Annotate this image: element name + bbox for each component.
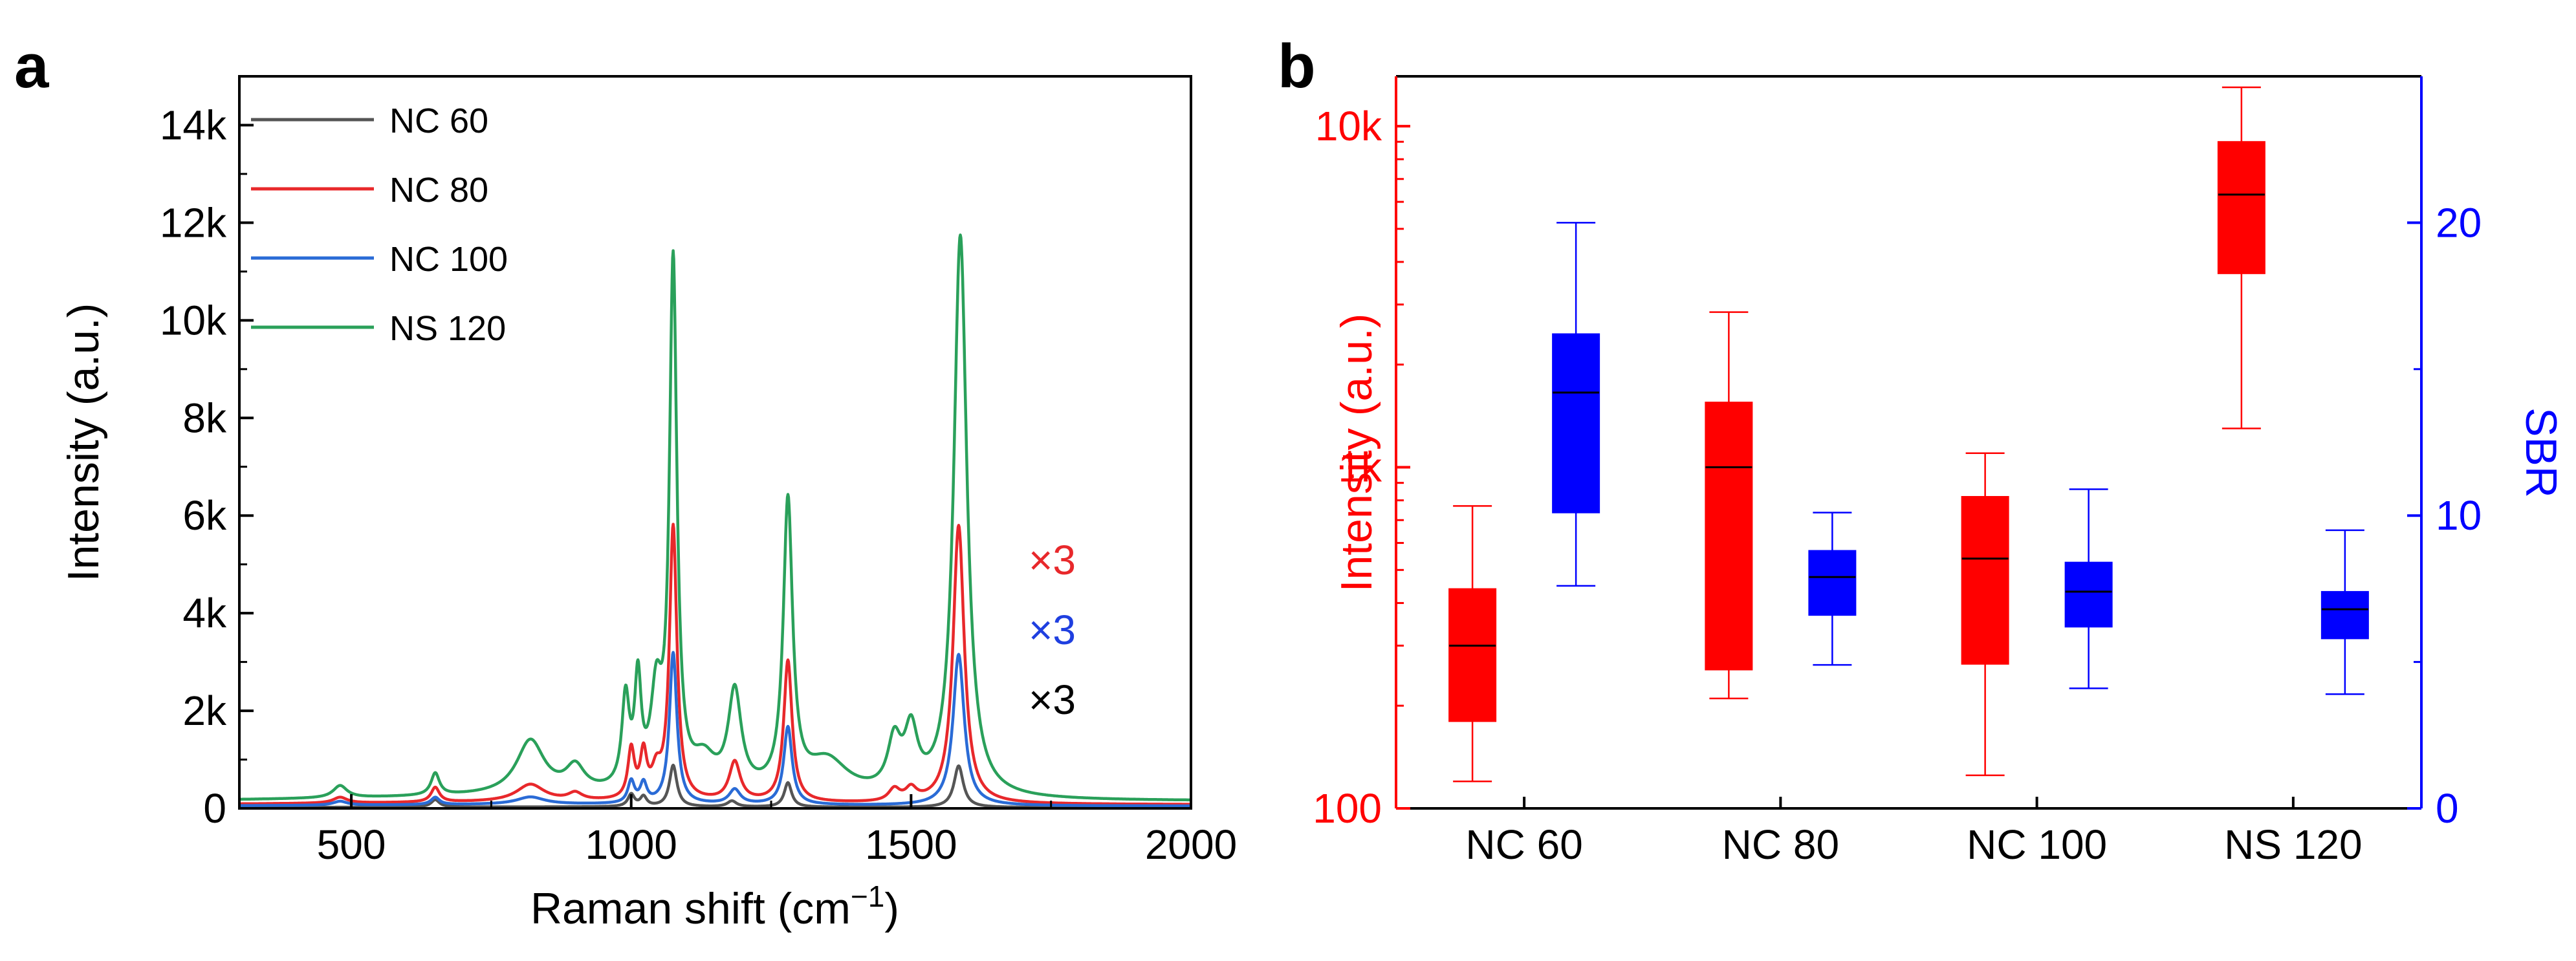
series-line-3 bbox=[238, 233, 1192, 802]
panel-label-b: b bbox=[1278, 32, 1316, 101]
category-label: NC 80 bbox=[1722, 821, 1839, 868]
scale-factor-label: ×3 bbox=[1029, 537, 1076, 583]
sbr-box-1 bbox=[1808, 512, 1857, 666]
left-tick-label: 1k bbox=[1338, 444, 1382, 491]
x-tick-label: 1000 bbox=[585, 821, 677, 868]
box-iqr bbox=[2217, 141, 2265, 274]
category-label: NC 100 bbox=[1967, 821, 2107, 868]
box-iqr bbox=[1808, 550, 1857, 616]
x-tick-label: 500 bbox=[317, 821, 386, 868]
scale-annotations: ×3 ×3 ×3 bbox=[1029, 537, 1076, 723]
raman-spectra-chart: 500 1000 1500 2000 0 2k 4k 6k 8k 10k 12k 14k Raman … bbox=[59, 75, 1237, 933]
y-tick-label: 8k bbox=[182, 394, 227, 441]
y-tick-label: 2k bbox=[182, 687, 227, 734]
panel-label-a: a bbox=[14, 32, 49, 101]
box-iqr bbox=[1448, 588, 1497, 722]
y-tick-label: 12k bbox=[160, 199, 227, 246]
intensity-box-2 bbox=[1961, 452, 2009, 777]
right-tick-label: 20 bbox=[2436, 199, 2482, 246]
box-iqr bbox=[1705, 402, 1753, 671]
axis-ticks-a: 500 1000 1500 2000 0 2k 4k 6k 8k 10k 12k 14k bbox=[160, 102, 1237, 868]
y-tick-label: 0 bbox=[203, 785, 226, 832]
axis-ticks-b: 100 1k 10k 0 10 20 NC 60 NC 80 NC 100 NS 120 bbox=[1313, 103, 2482, 868]
y-tick-label: 6k bbox=[182, 492, 227, 539]
box-iqr bbox=[2064, 561, 2113, 628]
x-tick-label: 2000 bbox=[1145, 821, 1237, 868]
sbr-box-0 bbox=[1552, 222, 1600, 587]
sbr-box-2 bbox=[2064, 488, 2113, 689]
plot-frame-a bbox=[238, 75, 1192, 810]
y-tick-label: 14k bbox=[160, 102, 227, 148]
y-tick-label: 4k bbox=[182, 590, 227, 636]
scale-factor-label: ×3 bbox=[1029, 676, 1076, 723]
box-iqr bbox=[2320, 590, 2369, 640]
series-line-2 bbox=[238, 651, 1192, 808]
category-label: NS 120 bbox=[2224, 821, 2362, 868]
y-tick-label: 10k bbox=[160, 297, 227, 343]
legend-label: NC 100 bbox=[389, 240, 508, 279]
intensity-box-0 bbox=[1448, 505, 1497, 783]
category-label: NC 60 bbox=[1465, 821, 1582, 868]
intensity-box-3 bbox=[2217, 86, 2265, 429]
intensity-box-1 bbox=[1705, 311, 1753, 700]
y-axis-title-right: SBR bbox=[2516, 407, 2566, 498]
series-line-1 bbox=[238, 523, 1192, 806]
plot-frame-b bbox=[1395, 75, 2423, 810]
scale-factor-label: ×3 bbox=[1029, 607, 1076, 653]
sbr-box-3 bbox=[2320, 529, 2369, 695]
box-iqr bbox=[1961, 495, 2009, 665]
right-tick-label: 10 bbox=[2436, 492, 2482, 539]
x-tick-label: 1500 bbox=[865, 821, 957, 868]
right-tick-label: 0 bbox=[2436, 785, 2459, 832]
box-plots bbox=[1448, 86, 2369, 783]
legend-label: NS 120 bbox=[389, 309, 506, 348]
intensity-sbr-boxplot: 100 1k 10k 0 10 20 NC 60 NC 80 NC 100 NS 120 Inte… bbox=[1313, 75, 2566, 868]
legend-label: NC 60 bbox=[389, 102, 488, 140]
legend-label: NC 80 bbox=[389, 171, 488, 210]
y-axis-title-left: Intensity (a.u.) bbox=[1332, 314, 1381, 592]
y-axis-title-a: Intensity (a.u.) bbox=[59, 303, 108, 582]
box-iqr bbox=[1552, 333, 1600, 513]
legend: NC 60 NC 80 NC 100 NS 120 bbox=[251, 102, 508, 348]
left-tick-label: 100 bbox=[1313, 785, 1382, 832]
x-axis-title-a: Raman shift (cm−1) bbox=[530, 880, 899, 933]
left-tick-label: 10k bbox=[1315, 103, 1382, 149]
